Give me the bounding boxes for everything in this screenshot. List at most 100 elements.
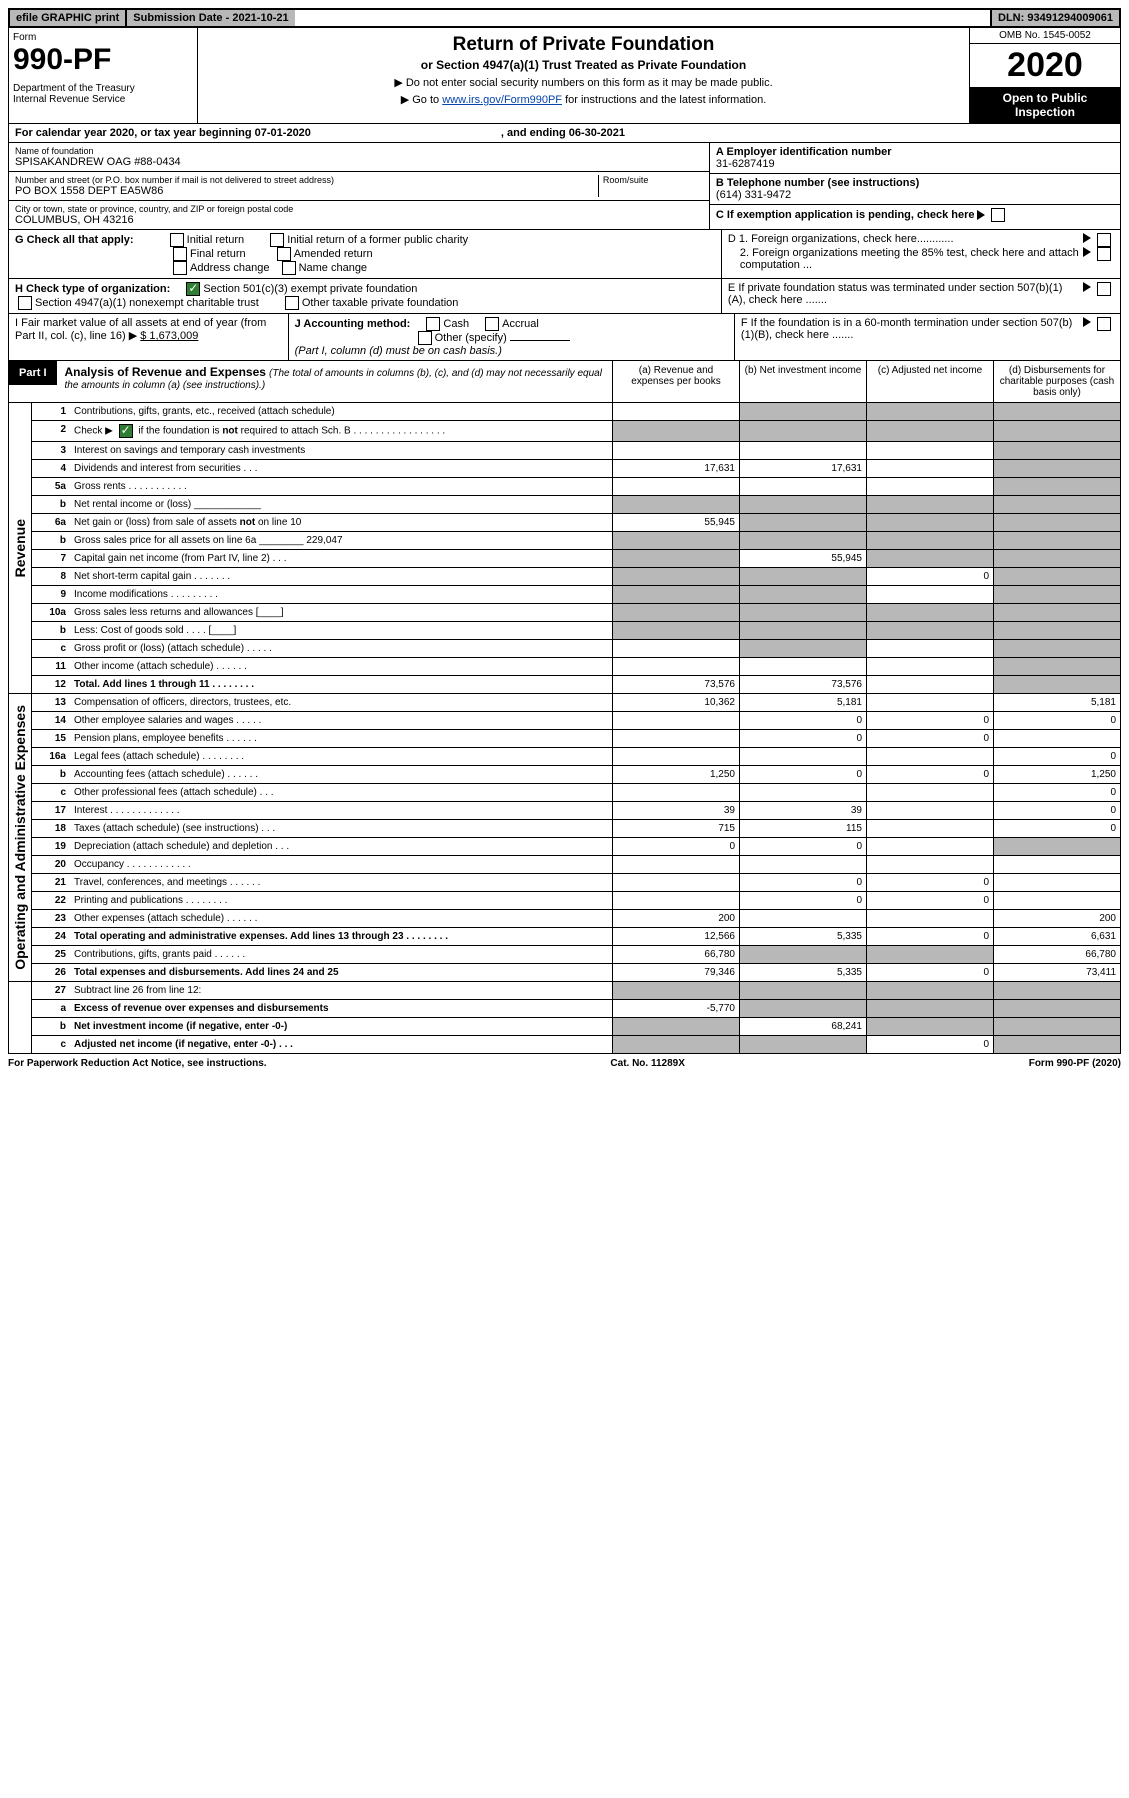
- data-cell: 0: [739, 730, 866, 747]
- data-cell: [739, 982, 866, 999]
- line-number: b: [32, 766, 70, 783]
- g-address-checkbox[interactable]: [173, 261, 187, 275]
- h-4947-checkbox[interactable]: [18, 296, 32, 310]
- ein-label: A Employer identification number: [716, 146, 1114, 158]
- data-cell: 0: [993, 784, 1120, 801]
- data-cell: [866, 496, 993, 513]
- data-cell: [866, 946, 993, 963]
- d1-checkbox[interactable]: [1097, 233, 1111, 247]
- i-amount: $ 1,673,009: [140, 330, 198, 342]
- top-bar: efile GRAPHIC print Submission Date - 20…: [8, 8, 1121, 28]
- data-cell: [866, 442, 993, 459]
- line-description: Net investment income (if negative, ente…: [70, 1018, 612, 1035]
- line-number: 12: [32, 676, 70, 693]
- part1-header: Part I Analysis of Revenue and Expenses …: [8, 361, 1121, 403]
- data-cell: [993, 421, 1120, 441]
- line-number: 25: [32, 946, 70, 963]
- line-number: 4: [32, 460, 70, 477]
- data-cell: [866, 802, 993, 819]
- data-cell: 39: [612, 802, 739, 819]
- line-description: Subtract line 26 from line 12:: [70, 982, 612, 999]
- d2-checkbox[interactable]: [1097, 247, 1111, 261]
- g-final-checkbox[interactable]: [173, 247, 187, 261]
- data-cell: [993, 496, 1120, 513]
- data-cell: [612, 568, 739, 585]
- line-description: Income modifications . . . . . . . . .: [70, 586, 612, 603]
- c-label: C If exemption application is pending, c…: [716, 209, 975, 221]
- h-other-checkbox[interactable]: [285, 296, 299, 310]
- line-description: Taxes (attach schedule) (see instruction…: [70, 820, 612, 837]
- g-initial-checkbox[interactable]: [170, 233, 184, 247]
- j-cash-checkbox[interactable]: [426, 317, 440, 331]
- g-amended-checkbox[interactable]: [277, 247, 291, 261]
- table-row: 20Occupancy . . . . . . . . . . . .: [32, 855, 1120, 873]
- line-number: a: [32, 1000, 70, 1017]
- e-checkbox[interactable]: [1097, 282, 1111, 296]
- ein: 31-6287419: [716, 158, 1114, 170]
- g-former-checkbox[interactable]: [270, 233, 284, 247]
- line-description: Travel, conferences, and meetings . . . …: [70, 874, 612, 891]
- dept-treasury: Department of the Treasury Internal Reve…: [13, 83, 193, 105]
- line-description: Accounting fees (attach schedule) . . . …: [70, 766, 612, 783]
- line-number: 24: [32, 928, 70, 945]
- line-description: Total expenses and disbursements. Add li…: [70, 964, 612, 981]
- data-cell: [993, 856, 1120, 873]
- f-checkbox[interactable]: [1097, 317, 1111, 331]
- data-cell: 0: [866, 892, 993, 909]
- data-cell: [993, 403, 1120, 420]
- g-name-checkbox[interactable]: [282, 261, 296, 275]
- line-number: 7: [32, 550, 70, 567]
- table-row: 6aNet gain or (loss) from sale of assets…: [32, 513, 1120, 531]
- table-row: 10aGross sales less returns and allowanc…: [32, 603, 1120, 621]
- data-cell: 0: [993, 748, 1120, 765]
- data-cell: 1,250: [612, 766, 739, 783]
- data-cell: [739, 568, 866, 585]
- form-label: Form: [13, 32, 193, 43]
- data-cell: [739, 442, 866, 459]
- data-cell: [739, 622, 866, 639]
- line-number: 1: [32, 403, 70, 420]
- calendar-year: For calendar year 2020, or tax year begi…: [8, 124, 1121, 143]
- bottom-table: 27Subtract line 26 from line 12:aExcess …: [8, 982, 1121, 1054]
- j-other-checkbox[interactable]: [418, 331, 432, 345]
- data-cell: [866, 532, 993, 549]
- table-row: 13Compensation of officers, directors, t…: [32, 694, 1120, 711]
- expense-table: Operating and Administrative Expenses 13…: [8, 694, 1121, 982]
- data-cell: [993, 460, 1120, 477]
- data-cell: [993, 550, 1120, 567]
- data-cell: [866, 622, 993, 639]
- data-cell: 0: [866, 1036, 993, 1053]
- data-cell: [866, 640, 993, 657]
- data-cell: [739, 1036, 866, 1053]
- data-cell: [993, 532, 1120, 549]
- irs-link[interactable]: www.irs.gov/Form990PF: [442, 94, 562, 106]
- line-number: b: [32, 1018, 70, 1035]
- data-cell: 73,411: [993, 964, 1120, 981]
- data-cell: [993, 1018, 1120, 1035]
- table-row: 15Pension plans, employee benefits . . .…: [32, 729, 1120, 747]
- line-number: 8: [32, 568, 70, 585]
- table-row: 1Contributions, gifts, grants, etc., rec…: [32, 403, 1120, 420]
- data-cell: [612, 982, 739, 999]
- line-number: 14: [32, 712, 70, 729]
- j-accrual-checkbox[interactable]: [485, 317, 499, 331]
- h-501c3-checkbox[interactable]: [186, 282, 200, 296]
- efile-label[interactable]: efile GRAPHIC print: [10, 10, 125, 26]
- data-cell: [739, 946, 866, 963]
- d1-label: D 1. Foreign organizations, check here..…: [728, 233, 1080, 247]
- data-cell: [612, 1018, 739, 1035]
- data-cell: 0: [866, 874, 993, 891]
- data-cell: 0: [739, 838, 866, 855]
- data-cell: [612, 604, 739, 621]
- line-description: Gross rents . . . . . . . . . . .: [70, 478, 612, 495]
- line-number: b: [32, 496, 70, 513]
- room-label: Room/suite: [603, 175, 703, 185]
- data-cell: [739, 658, 866, 675]
- c-checkbox[interactable]: [991, 208, 1005, 222]
- arrow-icon: [1083, 233, 1091, 243]
- line-description: Contributions, gifts, grants paid . . . …: [70, 946, 612, 963]
- data-cell: 0: [993, 712, 1120, 729]
- data-cell: [612, 748, 739, 765]
- dln: DLN: 93491294009061: [990, 10, 1119, 26]
- data-cell: [866, 604, 993, 621]
